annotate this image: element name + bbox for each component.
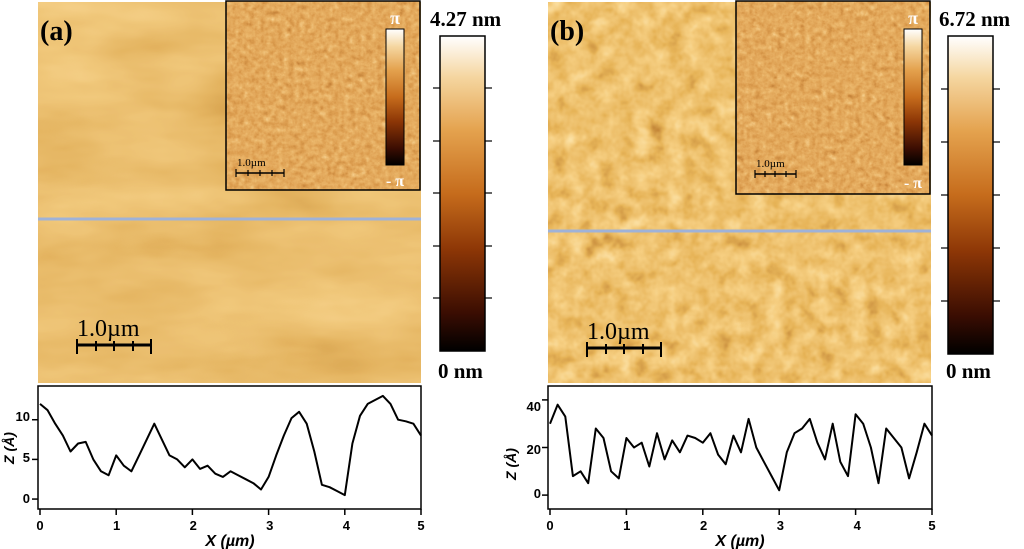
x-tick-label: 1 <box>113 518 120 533</box>
y-tick-label: 40 <box>527 399 541 414</box>
panel-label-a: (a) <box>40 16 73 47</box>
phase-colorbar-a <box>385 28 405 166</box>
x-axis-label-b: X (µm) <box>714 533 764 549</box>
inset-scalebar-b: 1.0µm <box>754 158 797 178</box>
colorbar-max-b: 6.72 nm <box>939 7 1011 31</box>
inset-phase-b: π - π 1.0µm <box>735 0 931 195</box>
scalebar-label-a: 1.0µm <box>77 316 140 342</box>
y-axis-label-a: Z (Å) <box>1 432 17 465</box>
inset-scalebar-label-a: 1.0µm <box>237 157 266 169</box>
x-tick-label: 4 <box>854 518 862 533</box>
inset-phase-a: π - π 1.0µm <box>225 0 421 191</box>
profile-ticks-b <box>542 399 933 515</box>
colorbar-a: 4.27 nm 0 nm <box>430 7 502 383</box>
y-tick-label: 20 <box>527 442 541 457</box>
x-tick-label: 5 <box>417 518 424 533</box>
scalebar-label-b: 1.0µm <box>587 319 650 345</box>
colorbar-max-a: 4.27 nm <box>430 7 502 31</box>
y-tick-label: 0 <box>534 486 541 501</box>
scalebar-b: 1.0µm <box>586 319 662 357</box>
y-tick-label: 0 <box>23 491 30 506</box>
colorbar-min-a: 0 nm <box>438 359 483 383</box>
scalebar-a: 1.0µm <box>76 316 152 354</box>
x-tick-label: 3 <box>777 518 784 533</box>
colorbar-min-b: 0 nm <box>946 359 991 383</box>
phase-map-b <box>736 1 930 194</box>
inset-frame-b <box>735 0 931 195</box>
inset-scalebar-label-b: 1.0µm <box>756 158 785 170</box>
profile-series-b <box>549 403 933 492</box>
x-tick-label: 3 <box>266 518 273 533</box>
x-tick-label: 2 <box>700 518 707 533</box>
y-tick-label: 10 <box>16 409 30 424</box>
x-tick-label: 5 <box>928 518 935 533</box>
colorbar-b: 6.72 nm 0 nm <box>939 7 1011 383</box>
phase-colorbar-b <box>903 28 923 166</box>
profile-chart-b: 0 1 2 3 4 5 0 20 40 X (µm) Z (Å) <box>503 385 936 549</box>
phase-min-b: - π <box>904 175 922 192</box>
panel-b: (b) π - π 1.0µm 1.0µm <box>503 0 1011 549</box>
profile-chart-a: 0 1 2 3 4 5 0 5 10 X (µm) Z (Å) <box>1 385 425 549</box>
inset-scalebar-a: 1.0µm <box>235 157 285 177</box>
panel-label-b: (b) <box>550 16 584 47</box>
profile-frame-b <box>547 385 933 510</box>
x-tick-label: 0 <box>36 518 43 533</box>
y-tick-label: 5 <box>23 450 30 465</box>
inset-frame-a <box>225 0 421 191</box>
phase-max-a: π <box>390 8 400 28</box>
x-tick-label: 4 <box>343 518 351 533</box>
height-colorbar-b <box>947 35 994 355</box>
profile-ticks-a <box>32 418 422 515</box>
x-tick-label: 2 <box>190 518 197 533</box>
y-axis-label-b: Z (Å) <box>503 448 519 481</box>
phase-max-b: π <box>908 8 918 28</box>
x-tick-label: 0 <box>546 518 553 533</box>
height-colorbar-a <box>439 35 486 352</box>
profile-series-a <box>39 394 422 497</box>
x-axis-label-a: X (µm) <box>204 533 254 549</box>
phase-min-a: - π <box>386 173 404 190</box>
x-tick-label: 1 <box>623 518 630 533</box>
panel-a: (a) π - π 1.0µm 1.0µm <box>1 0 502 549</box>
profile-frame-a <box>37 385 422 510</box>
